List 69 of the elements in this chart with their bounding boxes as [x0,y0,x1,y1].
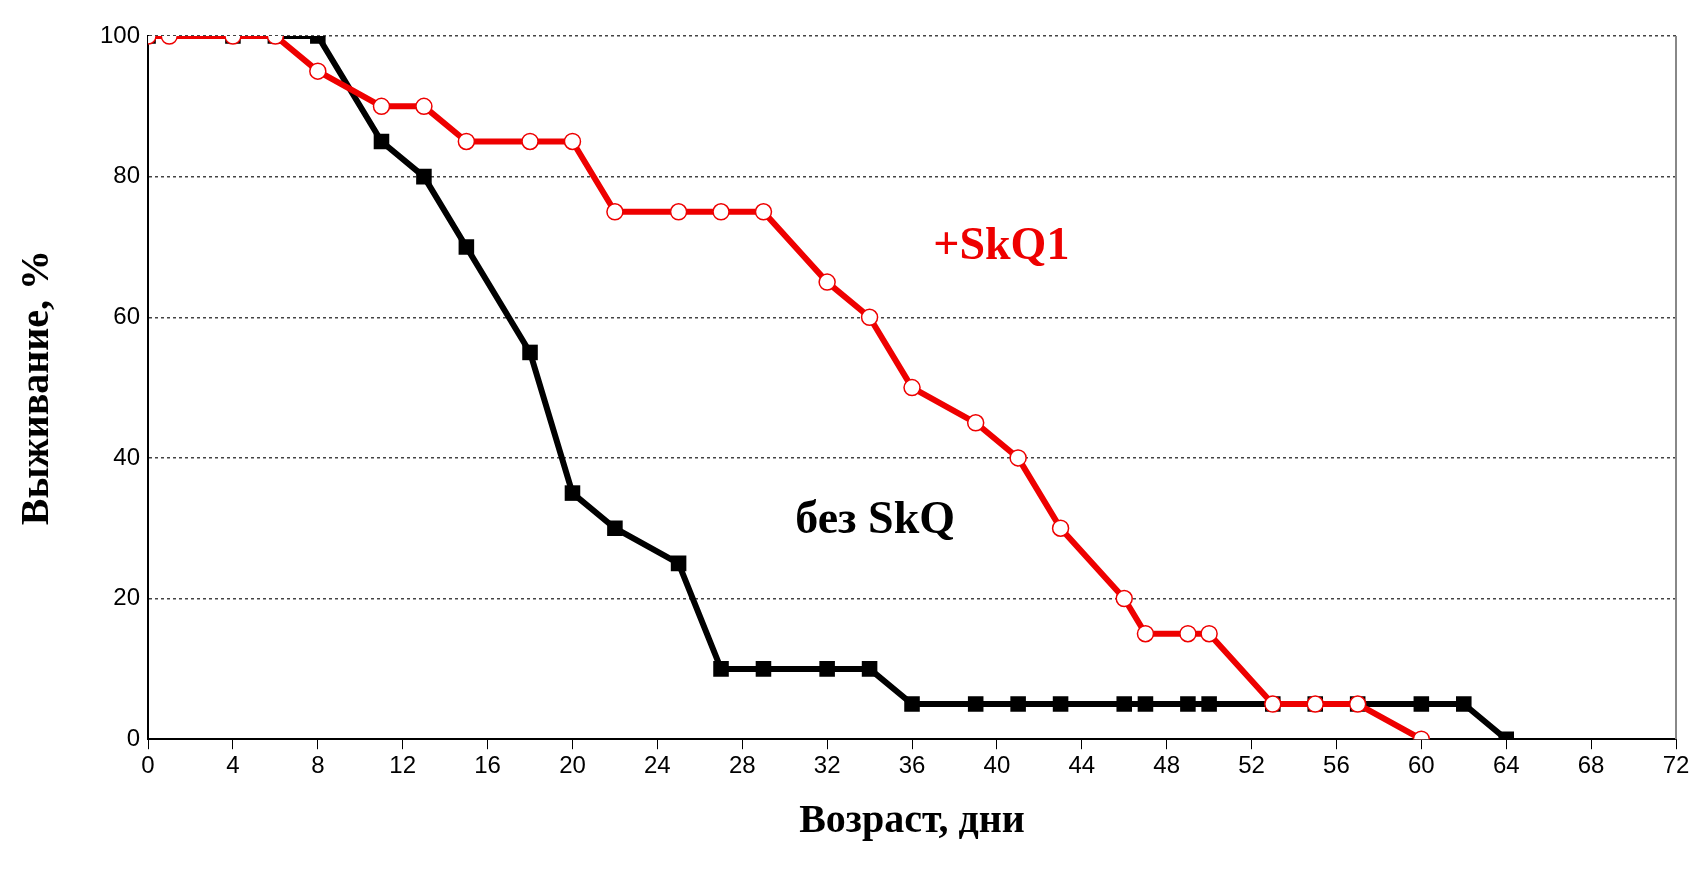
x-tick-label: 60 [1407,751,1435,779]
text: без SkQ [795,492,956,544]
point [966,414,985,432]
x-tick-label: 24 [644,751,671,779]
point [1136,624,1155,643]
x-tick-label: 44 [1068,751,1096,779]
x-tick-label: 4 [226,751,240,779]
point [415,97,433,116]
point [670,555,687,572]
x-tick-label: 68 [1577,751,1605,779]
point [818,273,836,291]
x-tick-label: 12 [389,751,417,779]
x-tick-label: 28 [728,751,756,779]
point [457,132,476,151]
point [563,132,582,151]
point [904,696,920,712]
series-label: +SkQ1 [933,217,1070,269]
point [1179,624,1197,643]
y-tick-label: 40 [113,442,141,470]
point [669,203,688,221]
point [1009,449,1027,467]
point [607,520,623,537]
point [819,661,835,677]
point [521,132,539,151]
point [1137,696,1154,712]
x-tick-label: 40 [983,751,1011,779]
point [1413,696,1430,712]
point [861,661,878,677]
point [754,203,773,221]
point [416,168,432,185]
y-tick-label: 20 [113,583,141,611]
y-tick-label: 60 [113,301,141,329]
point [1201,696,1217,712]
point [755,661,772,677]
y-tick-label: 80 [113,161,141,189]
point [1456,696,1472,712]
point [860,308,879,327]
point [1051,519,1070,537]
point [606,203,624,221]
point [1115,589,1133,608]
point [372,97,391,116]
point [309,62,327,80]
y-axis-title: Выживание, % [12,249,58,526]
point [1180,696,1196,712]
y-tick-label: 100 [100,20,141,48]
point [903,378,921,397]
point [1200,624,1218,643]
point [458,239,475,255]
x-tick-label: 52 [1238,751,1265,779]
x-tick-label: 72 [1662,751,1690,779]
x-tick-label: 20 [559,751,586,779]
x-tick-label: 48 [1153,751,1181,779]
point [967,696,984,712]
y-tick-label: 0 [126,723,141,751]
point [522,344,538,361]
x-axis-title: Возраст, дни [799,796,1025,842]
x-tick-label: 32 [813,751,841,779]
point [373,133,390,150]
point [1010,696,1026,712]
point [1052,696,1069,712]
x-tick-label: 36 [898,751,926,779]
point [564,485,581,501]
x-tick-label: 8 [311,751,325,779]
point [713,661,729,677]
x-tick-label: 64 [1492,751,1520,779]
point [1116,696,1133,712]
x-tick-label: 56 [1323,751,1350,779]
x-tick-label: 16 [474,751,501,779]
point [712,203,730,221]
